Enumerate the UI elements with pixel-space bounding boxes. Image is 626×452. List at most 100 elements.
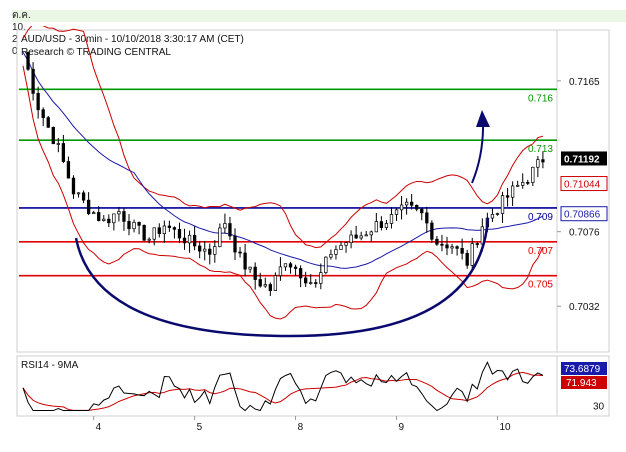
candle-body — [505, 195, 510, 198]
level-label: 0.716 — [528, 93, 553, 104]
candle-body — [137, 221, 141, 226]
candle-body — [56, 143, 60, 145]
chart-subtitle: Research © TRADING CENTRAL — [21, 47, 171, 58]
candle-body — [182, 237, 187, 244]
price-tag-label: 0.71044 — [564, 180, 601, 191]
x-tick-label: 10 — [499, 422, 511, 433]
price-tag-box — [560, 176, 608, 192]
candle-body — [531, 166, 535, 183]
candle-body — [218, 227, 222, 247]
candle-body — [304, 277, 308, 284]
candle-body — [258, 279, 262, 287]
candle-body — [97, 212, 101, 221]
chart-title: AUD/USD - 30min - 10/10/2018 3:30:17 AM … — [21, 34, 244, 45]
level-label: 0.713 — [528, 144, 553, 155]
candle-body — [500, 195, 505, 214]
candle-body — [379, 221, 384, 228]
candle-body — [495, 213, 500, 215]
candle-body — [198, 245, 202, 252]
rsi-y-tick-label: 30 — [593, 401, 605, 412]
candle-body — [213, 246, 217, 255]
candle-body — [187, 234, 192, 244]
candle-body — [273, 275, 278, 291]
candle-body — [86, 199, 91, 215]
rsi-title: RSI14 - 9MA — [21, 360, 79, 371]
candle-body — [233, 235, 237, 253]
candle-body — [228, 223, 232, 237]
candle-body — [410, 201, 414, 206]
candle-body — [425, 212, 429, 224]
last-price-label: 0.71192 — [564, 154, 600, 165]
rsi-ma-line — [22, 371, 543, 411]
candle-body — [243, 252, 247, 270]
candle-body — [61, 143, 66, 162]
candle-body — [268, 284, 272, 291]
candle-body — [167, 225, 172, 228]
cup-arc — [74, 217, 490, 338]
candle-body — [490, 214, 495, 219]
candle-body — [298, 268, 303, 279]
candle-body — [263, 284, 267, 287]
rsi-line — [22, 361, 544, 412]
candle-body — [344, 242, 348, 246]
candle-body — [36, 93, 40, 111]
price-tags: 0.71192 0.71044 0.70866 — [560, 151, 608, 222]
candle-body — [51, 127, 55, 145]
candle-body — [314, 282, 318, 284]
candle-body — [460, 248, 464, 254]
x-tick-label: 5 — [197, 422, 203, 433]
candle-body — [172, 227, 177, 230]
candle-body — [516, 184, 520, 187]
candle-body — [152, 227, 156, 240]
candle-body — [394, 209, 399, 215]
candle-body — [253, 266, 257, 280]
candle-body — [81, 192, 86, 201]
y-tick-label: 0.7032 — [569, 302, 600, 313]
x-tick-label: 4 — [96, 422, 102, 433]
arrow-head — [476, 110, 490, 127]
candle-body — [359, 235, 363, 239]
candle-body — [107, 218, 111, 224]
candle-body — [420, 208, 424, 214]
candle-body — [278, 266, 283, 276]
candle-body — [526, 182, 530, 184]
candle-body — [455, 246, 459, 249]
candle-body — [112, 213, 116, 224]
candle-body — [26, 51, 30, 70]
candle-body — [117, 211, 121, 215]
candle-body — [470, 243, 474, 266]
rsi-ma-label: 71.943 — [566, 378, 597, 389]
price-tag-box — [560, 206, 608, 222]
candle-body — [445, 244, 449, 249]
candle-body — [389, 214, 394, 224]
candle-body — [430, 222, 434, 240]
candle-body — [157, 227, 161, 234]
candle-body — [536, 159, 540, 168]
candle-body — [374, 221, 378, 233]
candle-body — [122, 211, 126, 222]
candle-body — [203, 248, 207, 252]
level-label: 0.705 — [528, 280, 553, 291]
candle-body — [475, 243, 479, 245]
rsi-ma-box — [561, 376, 607, 389]
candle-body — [92, 212, 96, 215]
bollinger-lower — [22, 65, 544, 320]
candle-body — [521, 182, 525, 186]
candle-body — [339, 244, 343, 250]
last-price-box — [561, 151, 607, 166]
candles-layer — [26, 51, 545, 296]
y-tick-label: 0.7076 — [569, 228, 600, 239]
bollinger-upper — [22, 26, 544, 249]
candle-body — [223, 223, 227, 229]
candle-body — [541, 159, 545, 163]
candle-body — [162, 225, 166, 234]
candle-body — [46, 117, 50, 128]
candle-body — [349, 234, 353, 244]
candle-body — [102, 218, 106, 221]
candle-body — [208, 248, 212, 255]
candle-body — [435, 238, 439, 245]
candle-body — [404, 201, 409, 206]
candle-body — [440, 243, 444, 246]
candle-body — [364, 234, 368, 237]
candle-body — [31, 68, 35, 94]
